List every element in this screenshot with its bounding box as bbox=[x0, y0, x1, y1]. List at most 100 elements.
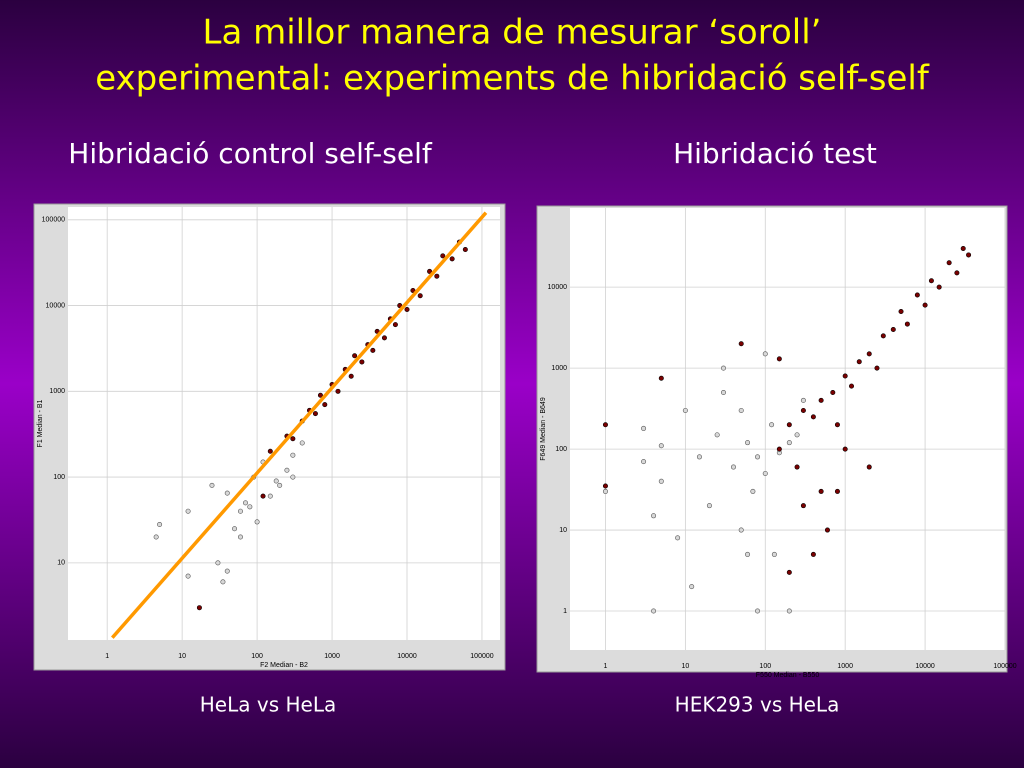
data-point bbox=[260, 493, 266, 499]
data-point bbox=[842, 373, 848, 379]
plot-area bbox=[570, 208, 1005, 650]
data-point bbox=[157, 521, 163, 527]
data-point bbox=[824, 527, 830, 533]
data-point bbox=[769, 422, 775, 428]
data-point bbox=[954, 270, 960, 276]
data-point bbox=[392, 322, 398, 328]
x-tick-label: 100000 bbox=[993, 663, 1016, 670]
data-point bbox=[602, 483, 608, 489]
data-point bbox=[224, 568, 230, 574]
data-point bbox=[786, 422, 792, 428]
data-point bbox=[830, 389, 836, 395]
data-point bbox=[185, 508, 191, 514]
data-point bbox=[370, 347, 376, 353]
data-point bbox=[267, 448, 273, 454]
data-point bbox=[696, 454, 702, 460]
data-point bbox=[750, 488, 756, 494]
data-point bbox=[946, 260, 952, 266]
data-point bbox=[842, 446, 848, 452]
data-point bbox=[462, 247, 468, 253]
y-tick-label: 10 bbox=[559, 527, 567, 534]
data-point bbox=[215, 560, 221, 566]
data-point bbox=[434, 273, 440, 279]
y-tick-label: 1 bbox=[563, 608, 567, 615]
data-point bbox=[714, 432, 720, 438]
data-point bbox=[818, 488, 824, 494]
y-tick-label: 100000 bbox=[42, 217, 65, 224]
x-tick-label: 100 bbox=[251, 653, 263, 660]
data-point bbox=[267, 493, 273, 499]
data-point bbox=[242, 500, 248, 506]
data-point bbox=[898, 309, 904, 315]
data-point bbox=[153, 534, 159, 540]
data-point bbox=[904, 321, 910, 327]
data-point bbox=[602, 488, 608, 494]
data-point bbox=[786, 440, 792, 446]
data-point bbox=[440, 253, 446, 259]
data-point bbox=[185, 573, 191, 579]
data-point bbox=[641, 459, 647, 465]
y-tick-label: 1000 bbox=[551, 365, 567, 372]
data-point bbox=[427, 268, 433, 274]
data-point bbox=[682, 407, 688, 413]
data-point bbox=[834, 422, 840, 428]
data-point bbox=[800, 503, 806, 509]
data-point bbox=[254, 519, 260, 525]
data-point bbox=[410, 287, 416, 293]
data-point bbox=[720, 365, 726, 371]
data-point bbox=[658, 478, 664, 484]
data-point bbox=[755, 608, 761, 614]
data-point bbox=[856, 359, 862, 365]
data-point bbox=[866, 351, 872, 357]
data-point bbox=[866, 464, 872, 470]
y-axis-label: F1 Median - B1 bbox=[37, 399, 44, 447]
data-point bbox=[290, 452, 296, 458]
data-point bbox=[720, 389, 726, 395]
data-point bbox=[786, 569, 792, 575]
data-point bbox=[880, 333, 886, 339]
data-point bbox=[849, 383, 855, 389]
data-point bbox=[237, 534, 243, 540]
data-point bbox=[381, 335, 387, 341]
data-point bbox=[800, 407, 806, 413]
data-point bbox=[755, 454, 761, 460]
x-tick-label: 10 bbox=[178, 653, 186, 660]
data-point bbox=[641, 425, 647, 431]
data-point bbox=[404, 306, 410, 312]
data-point bbox=[786, 608, 792, 614]
data-point bbox=[348, 373, 354, 379]
y-tick-label: 10000 bbox=[46, 302, 66, 309]
x-tick-label: 10000 bbox=[915, 663, 935, 670]
data-point bbox=[237, 508, 243, 514]
data-point bbox=[658, 443, 664, 449]
data-point bbox=[247, 504, 253, 510]
data-point bbox=[810, 414, 816, 420]
data-point bbox=[922, 302, 928, 308]
x-tick-label: 100000 bbox=[470, 653, 493, 660]
data-point bbox=[738, 407, 744, 413]
data-point bbox=[290, 474, 296, 480]
data-point bbox=[966, 252, 972, 258]
data-point bbox=[794, 464, 800, 470]
data-point bbox=[800, 397, 806, 403]
data-point bbox=[220, 579, 226, 585]
x-tick-label: 1 bbox=[604, 663, 608, 670]
data-point bbox=[277, 482, 283, 488]
data-point bbox=[651, 513, 657, 519]
chart-caption: HEK293 vs HeLa bbox=[675, 693, 840, 717]
data-point bbox=[771, 551, 777, 557]
data-point bbox=[794, 432, 800, 438]
data-point bbox=[658, 375, 664, 381]
x-tick-label: 1 bbox=[105, 653, 109, 660]
data-point bbox=[273, 478, 279, 484]
x-tick-label: 1000 bbox=[837, 663, 853, 670]
data-point bbox=[602, 422, 608, 428]
data-point bbox=[675, 535, 681, 541]
data-point bbox=[834, 488, 840, 494]
data-point bbox=[890, 326, 896, 332]
y-tick-label: 100 bbox=[53, 474, 65, 481]
fit-line bbox=[110, 211, 488, 639]
data-point bbox=[232, 526, 238, 532]
data-point bbox=[762, 351, 768, 357]
data-point bbox=[335, 388, 341, 394]
